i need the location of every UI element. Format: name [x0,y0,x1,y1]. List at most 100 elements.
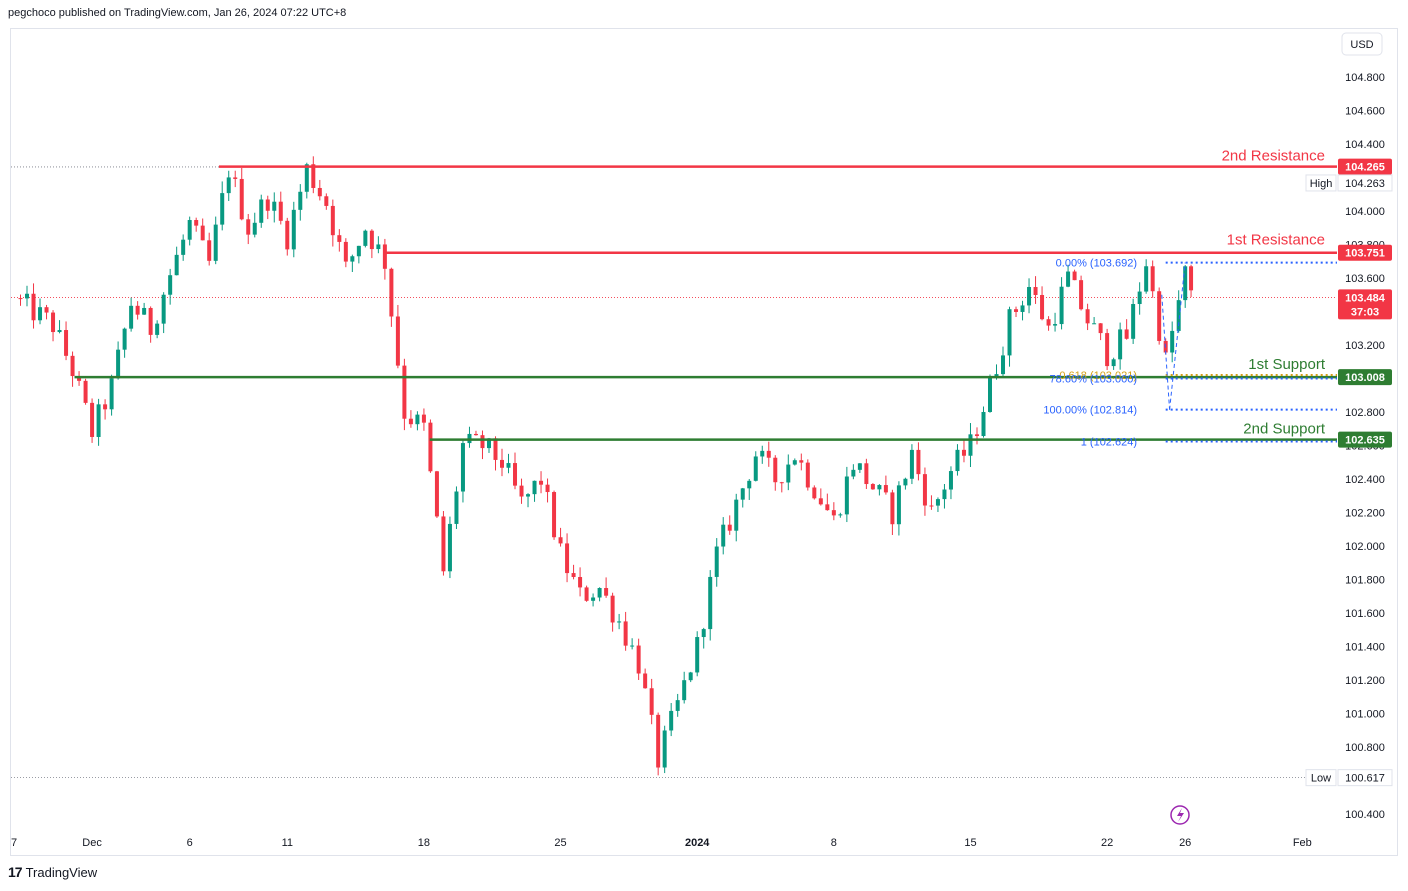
level-label: 2nd Support [1243,421,1326,438]
candle-body [1183,266,1188,301]
level-label: 1st Support [1248,356,1326,373]
candle-body [447,523,452,572]
candle-body [428,422,433,472]
currency-button[interactable]: USD [1341,32,1383,56]
candle-body [552,492,557,538]
candle-body [1079,280,1084,310]
candle-body [25,293,30,299]
candle-body [604,588,609,596]
candle-body [909,449,914,479]
candle-body [64,330,69,356]
candle-body [656,714,661,768]
candle-body [207,240,212,261]
candle-body [415,414,420,425]
candle-body [376,244,381,250]
candle-body [721,524,726,547]
candle-body [304,164,309,192]
candle-body [395,316,400,366]
candle-body [402,365,407,419]
y-tick-label: 100.800 [1345,742,1385,754]
candle-body [77,376,82,381]
candle-body [584,587,589,601]
candle-body [369,230,374,250]
candle-body [454,491,459,524]
candle-body [1105,333,1110,367]
y-tick-label: 104.800 [1345,72,1385,84]
candle-body [1066,271,1071,287]
candle-body [844,476,849,515]
candle-body [259,199,264,223]
candle-body [155,323,160,335]
chart-frame [10,28,1398,856]
candle-body [506,463,511,468]
x-tick-label: Dec [82,837,102,849]
candle-body [213,224,218,261]
fibonacci-retracement[interactable]: 0.00% (103.692) 0.618 (103.021)78.60% (10… [1043,258,1337,449]
fib-trend-line [1161,294,1171,410]
candle-body [565,543,570,574]
candle-body [857,463,862,470]
candle-body [675,700,680,711]
candle-body [1007,309,1012,356]
candle-body [96,404,101,437]
price-badge-bg [1338,244,1392,261]
candle-body [142,307,147,315]
y-tick-label: 102.800 [1345,407,1385,419]
candle-body [643,673,648,689]
candle-body [226,177,231,194]
candle-body [942,489,947,500]
candle-body [766,450,771,458]
candle-body [116,349,121,379]
y-tick-label: 102.400 [1345,474,1385,486]
candle-body [389,268,394,317]
x-tick-label: 2024 [685,837,710,849]
candle-body [1027,287,1032,306]
candle-body [1072,271,1077,281]
candle-body [799,460,804,463]
candle-body [356,245,361,257]
candle-body [1033,287,1038,296]
countdown-timer: 37:03 [1351,306,1379,318]
candle-body [200,225,205,241]
extreme-tag-bg [1305,174,1337,192]
candle-body [161,294,166,324]
fib-trend-line [1169,262,1186,410]
candle-body [1111,359,1116,367]
candle-body [1170,330,1175,353]
candle-body [1137,291,1142,305]
candle-body [408,418,413,425]
candle-body [883,485,888,493]
candle-body [44,307,49,313]
candle-body [968,434,973,456]
y-tick-label: 101.600 [1345,608,1385,620]
fib-level-label: 0.618 (103.021) [1059,370,1137,382]
y-tick-label: 103.200 [1345,340,1385,352]
candle-body [734,499,739,531]
candle-body [727,524,732,531]
candle-body [513,463,518,486]
candle-body [363,230,368,246]
candle-body [194,220,199,226]
y-tick-label: 104.600 [1345,106,1385,118]
last-price-value: 103.484 [1345,292,1386,304]
candle-body [291,209,296,250]
candle-body [148,307,153,335]
x-tick-label: Feb [1293,837,1312,849]
time-axis[interactable]: 7 Dec 6 11 18 25 2024 8 15 22 26 Feb [11,837,1312,849]
candle-body [1144,266,1149,292]
candle-body [480,435,485,449]
candle-body [324,196,329,206]
currency-label: USD [1350,39,1373,51]
candle-body [916,449,921,475]
candle-body [571,573,576,578]
candle-body [1124,329,1129,339]
candle-body [812,487,817,499]
candle-body [1092,323,1097,325]
candle-body [955,449,960,472]
candle-body [981,411,986,437]
lightning-icon[interactable] [1170,805,1190,825]
candle-body [18,298,23,300]
price-badge-label: 103.751 [1345,248,1385,260]
candle-body [1157,291,1162,341]
